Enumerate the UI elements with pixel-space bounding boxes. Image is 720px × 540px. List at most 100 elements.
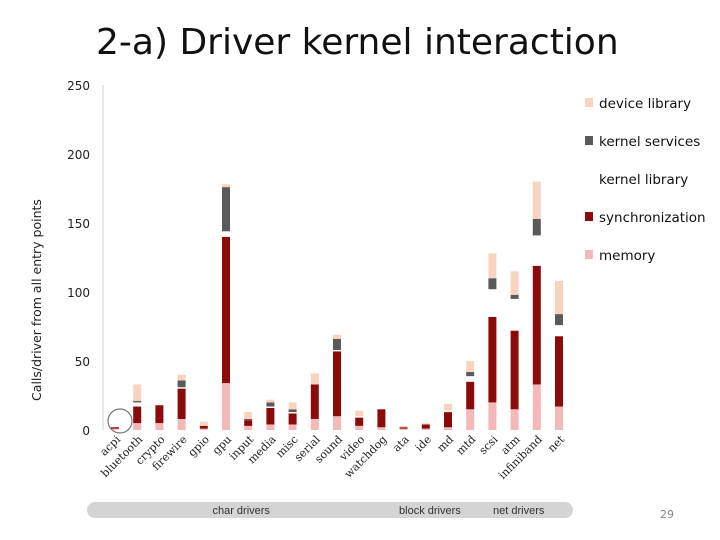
bar-segment-device-library-atm bbox=[510, 271, 519, 295]
bar-segment-kernel-library-infiniband bbox=[532, 235, 541, 266]
bar-segment-memory-gpio bbox=[199, 428, 208, 430]
x-tick-label: ide bbox=[413, 433, 434, 454]
bar-segment-device-library-firewire bbox=[177, 374, 186, 381]
bar-segment-synchronization-serial bbox=[310, 384, 319, 419]
x-axis-labels: acpibluetoothcryptofirewiregpiogpuinputm… bbox=[97, 433, 567, 482]
bar-segment-memory-ata bbox=[399, 428, 408, 430]
bar-segment-kernel-library-media bbox=[266, 406, 275, 408]
bar-segment-kernel-services-infiniband bbox=[532, 218, 541, 236]
bar-segment-device-library-serial bbox=[310, 373, 319, 385]
bar-segment-memory-mtd bbox=[466, 409, 475, 430]
bar-segment-device-library-gpio bbox=[199, 421, 208, 426]
bar-segment-synchronization-crypto bbox=[155, 405, 164, 424]
legend-swatch-kernel-services bbox=[585, 136, 593, 145]
bar-segment-kernel-services-input bbox=[244, 418, 253, 421]
bar-segment-kernel-library-firewire bbox=[177, 387, 186, 389]
y-tick-label: 50 bbox=[75, 355, 90, 369]
bar-segment-memory-crypto bbox=[155, 423, 164, 430]
bar-segment-memory-gpu bbox=[222, 383, 230, 430]
y-axis: 0 50 100 150 200 250 bbox=[67, 79, 104, 438]
bar-segment-synchronization-net bbox=[555, 336, 563, 407]
bar-segment-synchronization-ide bbox=[421, 424, 430, 429]
slide-number: 29 bbox=[660, 508, 674, 521]
bar-segment-synchronization-mtd bbox=[466, 381, 475, 410]
bar-segment-device-library-input bbox=[244, 412, 253, 419]
bar-segment-device-library-sound bbox=[333, 334, 341, 339]
bar-segment-kernel-services-mtd bbox=[466, 372, 475, 377]
legend: device library kernel services kernel libr… bbox=[584, 96, 706, 264]
bar-segment-device-library-media bbox=[266, 399, 275, 403]
y-axis-label: Calls/driver from all entry points bbox=[29, 199, 44, 401]
bar-segment-memory-acpi bbox=[111, 428, 119, 430]
bar-segment-kernel-library-md bbox=[444, 410, 452, 413]
legend-label: kernel services bbox=[599, 134, 700, 150]
y-tick-label: 250 bbox=[67, 79, 90, 93]
bar-segment-memory-infiniband bbox=[532, 384, 541, 430]
bar-segment-device-library-md bbox=[444, 403, 452, 411]
x-tick-label: mtd bbox=[454, 433, 479, 458]
bar-segment-memory-ide bbox=[421, 428, 430, 430]
bar-segment-device-library-ide bbox=[421, 423, 430, 425]
bar-segment-kernel-library-crypto bbox=[155, 403, 164, 406]
bar-segment-memory-net bbox=[555, 406, 563, 430]
bar-segment-kernel-services-net bbox=[555, 314, 563, 326]
bar-segment-synchronization-acpi bbox=[111, 427, 119, 429]
legend-swatch-synchronization bbox=[585, 212, 593, 221]
bar-segment-synchronization-video bbox=[355, 417, 364, 426]
legend-swatch-memory bbox=[585, 250, 593, 259]
bar-segment-kernel-services-scsi bbox=[488, 278, 497, 290]
legend-label: synchronization bbox=[599, 210, 706, 226]
bar-segment-memory-atm bbox=[510, 409, 519, 430]
y-tick-label: 150 bbox=[67, 217, 90, 231]
bar-segment-kernel-library-gpu bbox=[222, 231, 230, 237]
bar-segment-kernel-library-video bbox=[355, 416, 364, 418]
bar-segment-kernel-services-sound bbox=[333, 338, 341, 350]
bar-segment-kernel-library-misc bbox=[288, 412, 297, 414]
bar-segment-device-library-misc bbox=[288, 402, 297, 410]
group-pill bbox=[464, 502, 573, 518]
bar-segment-kernel-library-sound bbox=[333, 349, 341, 352]
group-label: char drivers bbox=[212, 505, 270, 517]
bar-segment-synchronization-watchdog bbox=[377, 409, 386, 428]
bar-segment-device-library-video bbox=[355, 410, 364, 417]
bar-segment-device-library-ata bbox=[399, 425, 408, 428]
legend-label: device library bbox=[599, 96, 691, 112]
bar-segment-kernel-services-firewire bbox=[177, 380, 186, 388]
highlight-circle bbox=[107, 408, 133, 434]
group-pill bbox=[87, 502, 396, 518]
x-tick-label: ata bbox=[390, 433, 412, 455]
bar-segment-memory-md bbox=[444, 427, 452, 430]
bar-segment-synchronization-ata bbox=[399, 427, 408, 429]
bar-segment-synchronization-bluetooth bbox=[133, 406, 142, 424]
x-tick-label: net bbox=[545, 433, 567, 455]
bar-segment-kernel-library-atm bbox=[510, 298, 519, 331]
driver-group-labels: char drivers block drivers net drivers bbox=[87, 502, 573, 518]
bar-segment-kernel-services-gpu bbox=[222, 187, 230, 232]
bar-segment-synchronization-gpio bbox=[199, 425, 208, 429]
bar-segment-memory-sound bbox=[333, 416, 341, 430]
bar-segment-synchronization-gpu bbox=[222, 236, 230, 384]
bar-segment-memory-media bbox=[266, 424, 275, 430]
bar-segment-synchronization-scsi bbox=[488, 316, 497, 403]
bar-segment-kernel-library-mtd bbox=[466, 376, 475, 382]
bar-segment-memory-video bbox=[355, 425, 364, 430]
y-tick-label: 0 bbox=[82, 424, 90, 438]
bar-segment-device-library-bluetooth bbox=[133, 384, 142, 402]
bar-segment-kernel-services-misc bbox=[288, 409, 297, 413]
y-tick-label: 100 bbox=[67, 286, 90, 300]
bar-segment-memory-bluetooth bbox=[133, 423, 142, 430]
legend-label: kernel library bbox=[599, 172, 688, 188]
bars bbox=[107, 181, 563, 434]
legend-swatch-device-library bbox=[585, 98, 593, 107]
bar-segment-synchronization-input bbox=[244, 420, 253, 426]
bar-segment-synchronization-media bbox=[266, 407, 275, 425]
group-pill bbox=[375, 502, 485, 518]
bar-segment-kernel-library-net bbox=[555, 325, 563, 337]
bar-segment-device-library-gpu bbox=[222, 184, 230, 188]
x-tick-label: scsi bbox=[477, 433, 501, 457]
bar-segment-memory-serial bbox=[310, 418, 319, 430]
bar-segment-synchronization-sound bbox=[333, 351, 341, 417]
bar-segment-memory-firewire bbox=[177, 418, 186, 430]
bar-segment-kernel-services-media bbox=[266, 402, 275, 407]
